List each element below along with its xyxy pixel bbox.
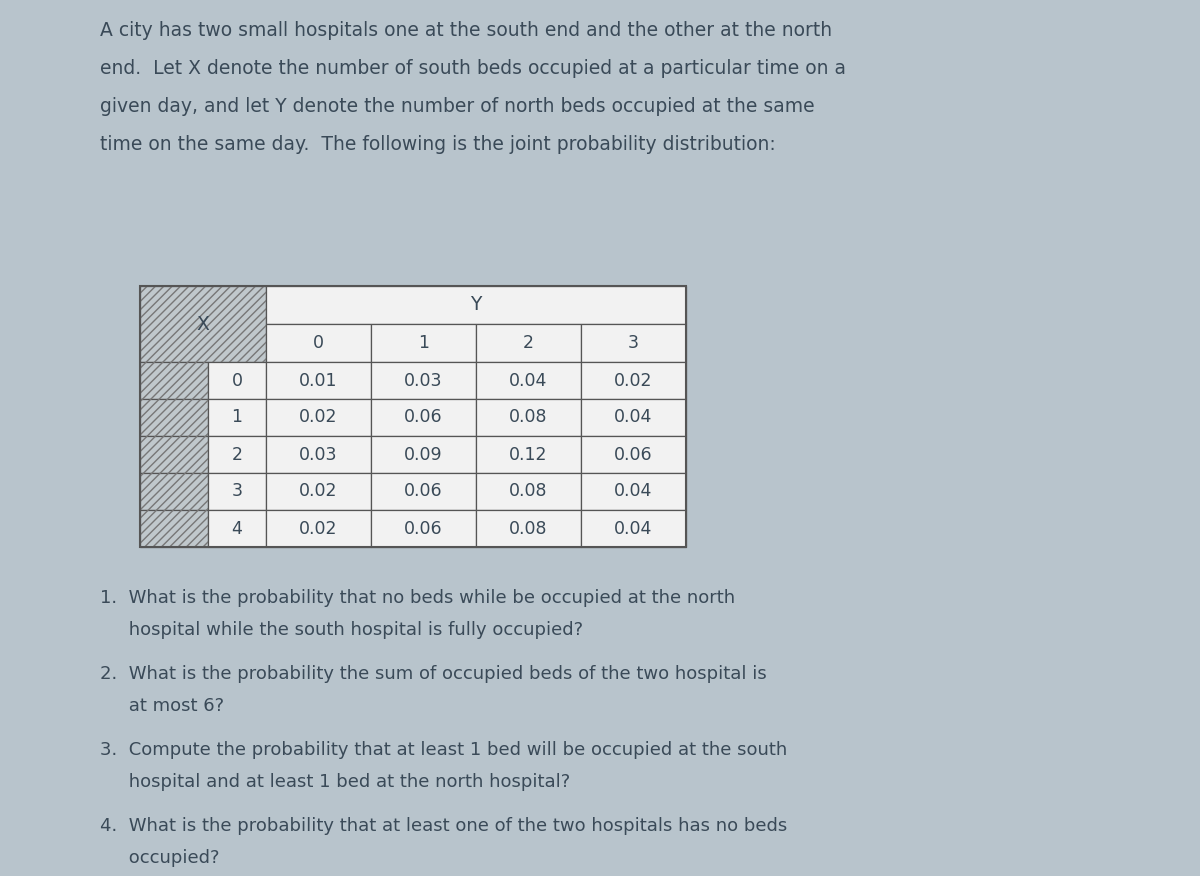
Bar bbox=[266, 436, 371, 473]
Text: end.  Let X denote the number of south beds occupied at a particular time on a: end. Let X denote the number of south be… bbox=[100, 59, 846, 78]
Bar bbox=[140, 473, 208, 510]
Bar bbox=[266, 399, 371, 436]
Text: 0.09: 0.09 bbox=[404, 446, 443, 463]
Text: 0.08: 0.08 bbox=[509, 483, 547, 500]
Text: 0: 0 bbox=[232, 371, 242, 390]
Bar bbox=[476, 362, 581, 399]
Text: 0.06: 0.06 bbox=[404, 519, 443, 538]
Text: 0.02: 0.02 bbox=[614, 371, 653, 390]
Bar bbox=[140, 436, 208, 473]
Text: 1: 1 bbox=[232, 408, 242, 427]
Text: 0.03: 0.03 bbox=[299, 446, 337, 463]
Bar bbox=[140, 286, 266, 362]
Bar bbox=[581, 510, 686, 547]
Bar bbox=[371, 473, 476, 510]
Text: 0.06: 0.06 bbox=[404, 408, 443, 427]
Text: 0.04: 0.04 bbox=[614, 519, 653, 538]
Text: 0.03: 0.03 bbox=[404, 371, 443, 390]
Text: 2: 2 bbox=[232, 446, 242, 463]
Bar bbox=[581, 436, 686, 473]
Bar bbox=[140, 510, 208, 547]
Bar bbox=[581, 473, 686, 510]
Text: 1: 1 bbox=[418, 334, 430, 352]
Bar bbox=[140, 399, 208, 436]
Text: Y: Y bbox=[470, 295, 481, 314]
Bar bbox=[371, 399, 476, 436]
Bar bbox=[140, 436, 208, 473]
Text: 0.06: 0.06 bbox=[614, 446, 653, 463]
Text: given day, and let Y denote the number of north beds occupied at the same: given day, and let Y denote the number o… bbox=[100, 97, 815, 116]
Text: 2: 2 bbox=[523, 334, 534, 352]
Bar bbox=[476, 324, 581, 362]
Bar bbox=[581, 324, 686, 362]
Bar bbox=[208, 362, 266, 399]
Bar bbox=[476, 510, 581, 547]
Bar bbox=[140, 286, 686, 547]
Text: hospital while the south hospital is fully occupied?: hospital while the south hospital is ful… bbox=[100, 621, 583, 639]
Bar bbox=[140, 399, 208, 436]
Text: 1.  What is the probability that no beds while be occupied at the north: 1. What is the probability that no beds … bbox=[100, 589, 736, 607]
Text: 0.04: 0.04 bbox=[614, 483, 653, 500]
Text: 4.  What is the probability that at least one of the two hospitals has no beds: 4. What is the probability that at least… bbox=[100, 817, 787, 835]
Text: 0.08: 0.08 bbox=[509, 519, 547, 538]
Text: 3.  Compute the probability that at least 1 bed will be occupied at the south: 3. Compute the probability that at least… bbox=[100, 741, 787, 759]
Text: time on the same day.  The following is the joint probability distribution:: time on the same day. The following is t… bbox=[100, 135, 775, 154]
Text: 0.01: 0.01 bbox=[299, 371, 337, 390]
Text: A city has two small hospitals one at the south end and the other at the north: A city has two small hospitals one at th… bbox=[100, 21, 832, 40]
Text: 0.08: 0.08 bbox=[509, 408, 547, 427]
Bar bbox=[140, 362, 208, 399]
Bar bbox=[140, 510, 208, 547]
Text: 0.04: 0.04 bbox=[509, 371, 547, 390]
Bar bbox=[371, 324, 476, 362]
Text: 0: 0 bbox=[313, 334, 324, 352]
Text: 0.12: 0.12 bbox=[509, 446, 547, 463]
Text: at most 6?: at most 6? bbox=[100, 697, 224, 715]
Bar bbox=[266, 362, 371, 399]
Text: 0.02: 0.02 bbox=[299, 519, 337, 538]
Text: 3: 3 bbox=[232, 483, 242, 500]
Bar bbox=[476, 473, 581, 510]
Text: 3: 3 bbox=[628, 334, 640, 352]
Text: occupied?: occupied? bbox=[100, 849, 220, 867]
Bar bbox=[140, 362, 208, 399]
Bar bbox=[208, 436, 266, 473]
Text: X: X bbox=[197, 314, 210, 334]
Bar bbox=[476, 436, 581, 473]
Bar bbox=[371, 436, 476, 473]
Bar bbox=[266, 510, 371, 547]
Bar bbox=[140, 473, 208, 510]
Bar bbox=[581, 362, 686, 399]
Text: 2.  What is the probability the sum of occupied beds of the two hospital is: 2. What is the probability the sum of oc… bbox=[100, 665, 767, 683]
Bar bbox=[208, 473, 266, 510]
Text: 0.02: 0.02 bbox=[299, 408, 337, 427]
Bar bbox=[476, 399, 581, 436]
Bar bbox=[371, 510, 476, 547]
Text: 0.06: 0.06 bbox=[404, 483, 443, 500]
Text: hospital and at least 1 bed at the north hospital?: hospital and at least 1 bed at the north… bbox=[100, 773, 570, 791]
Bar bbox=[266, 324, 371, 362]
Bar bbox=[581, 399, 686, 436]
Text: 4: 4 bbox=[232, 519, 242, 538]
Bar bbox=[208, 510, 266, 547]
Bar bbox=[208, 399, 266, 436]
Text: 0.02: 0.02 bbox=[299, 483, 337, 500]
Bar bbox=[266, 286, 686, 324]
Bar bbox=[266, 473, 371, 510]
Bar bbox=[371, 362, 476, 399]
Bar bbox=[140, 286, 266, 362]
Text: 0.04: 0.04 bbox=[614, 408, 653, 427]
